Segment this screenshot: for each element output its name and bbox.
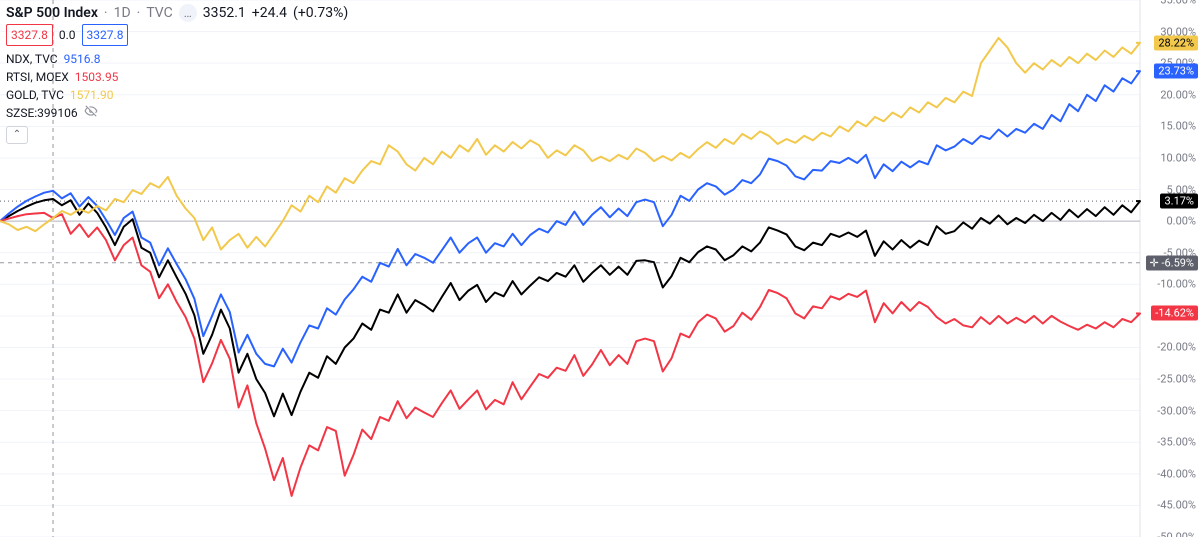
compare-symbol-name: GOLD, TVC <box>6 86 64 104</box>
compare-row-rtsi[interactable]: RTSI, MOEX 1503.95 <box>6 68 348 86</box>
compare-symbol-value: 1571.90 <box>70 86 114 104</box>
y-axis-tick-label: 35.00% <box>1158 0 1196 7</box>
y-axis-tick-label: -10.00% <box>1155 278 1196 291</box>
hidden-symbol-name: SZSE:399106 <box>6 104 78 122</box>
y-axis-tick-label: -25.00% <box>1155 373 1196 386</box>
last-value-tag-ndx: 23.73% <box>1154 64 1198 79</box>
collapse-legend-button[interactable]: ⌃ <box>6 126 28 144</box>
symbol-title-row[interactable]: S&P 500 Index · 1D · TVC … 3352.1 +24.4 … <box>6 4 348 22</box>
last-value-tag-spx: 3.17% <box>1160 194 1198 209</box>
compare-row-gold[interactable]: GOLD, TVC 1571.90 <box>6 86 348 104</box>
last-value-tag-rtsi: -14.62% <box>1151 306 1198 321</box>
compare-row-ndx[interactable]: NDX, TVC 9516.8 <box>6 50 348 68</box>
chart-container[interactable]: S&P 500 Index · 1D · TVC … 3352.1 +24.4 … <box>0 0 1200 537</box>
compare-symbol-value: 1503.95 <box>75 68 119 86</box>
legend-panel: S&P 500 Index · 1D · TVC … 3352.1 +24.4 … <box>6 4 348 144</box>
price-change-pct: (+0.73%) <box>293 4 348 22</box>
last-price: 3352.1 <box>203 4 246 22</box>
symbol-title: S&P 500 Index <box>6 4 98 22</box>
compare-symbol-value: 9516.8 <box>64 50 101 68</box>
series-line-spx[interactable] <box>0 199 1140 416</box>
visibility-off-icon[interactable] <box>84 104 98 123</box>
y-axis-tick-label: -40.00% <box>1155 467 1196 480</box>
y-axis-tick-label: -30.00% <box>1155 404 1196 417</box>
price-change: +24.4 <box>252 4 287 22</box>
open-pill: 3327.8 <box>6 24 53 46</box>
y-axis-tick-label: -35.00% <box>1155 436 1196 449</box>
close-pill: 3327.8 <box>82 24 129 46</box>
title-separator-1: · <box>104 4 108 22</box>
y-axis-tick-label: 10.00% <box>1158 151 1196 164</box>
interval-label: 1D <box>114 4 131 22</box>
source-label: TVC <box>146 4 172 22</box>
hidden-symbol-row[interactable]: SZSE:399106 <box>6 104 348 122</box>
mid-value: 0.0 <box>59 26 76 44</box>
y-axis-tick-label: -50.00% <box>1155 531 1196 537</box>
y-axis-tick-label: 15.00% <box>1158 120 1196 133</box>
ohlc-row: 3327.8 0.0 3327.8 <box>6 24 348 46</box>
y-axis-tick-label: 20.00% <box>1158 88 1196 101</box>
more-actions-button[interactable]: … <box>179 4 197 22</box>
y-axis-tick-label: 0.00% <box>1164 215 1196 228</box>
compare-symbol-name: RTSI, MOEX <box>6 68 69 86</box>
y-axis-tick-label: -20.00% <box>1155 341 1196 354</box>
compare-symbol-name: NDX, TVC <box>6 50 58 68</box>
title-separator-2: · <box>137 4 141 22</box>
y-axis-tick-label: -45.00% <box>1155 499 1196 512</box>
crosshair-y-tag: ✛ -6.59% <box>1146 255 1199 270</box>
last-value-tag-gold: 28.22% <box>1154 35 1198 50</box>
